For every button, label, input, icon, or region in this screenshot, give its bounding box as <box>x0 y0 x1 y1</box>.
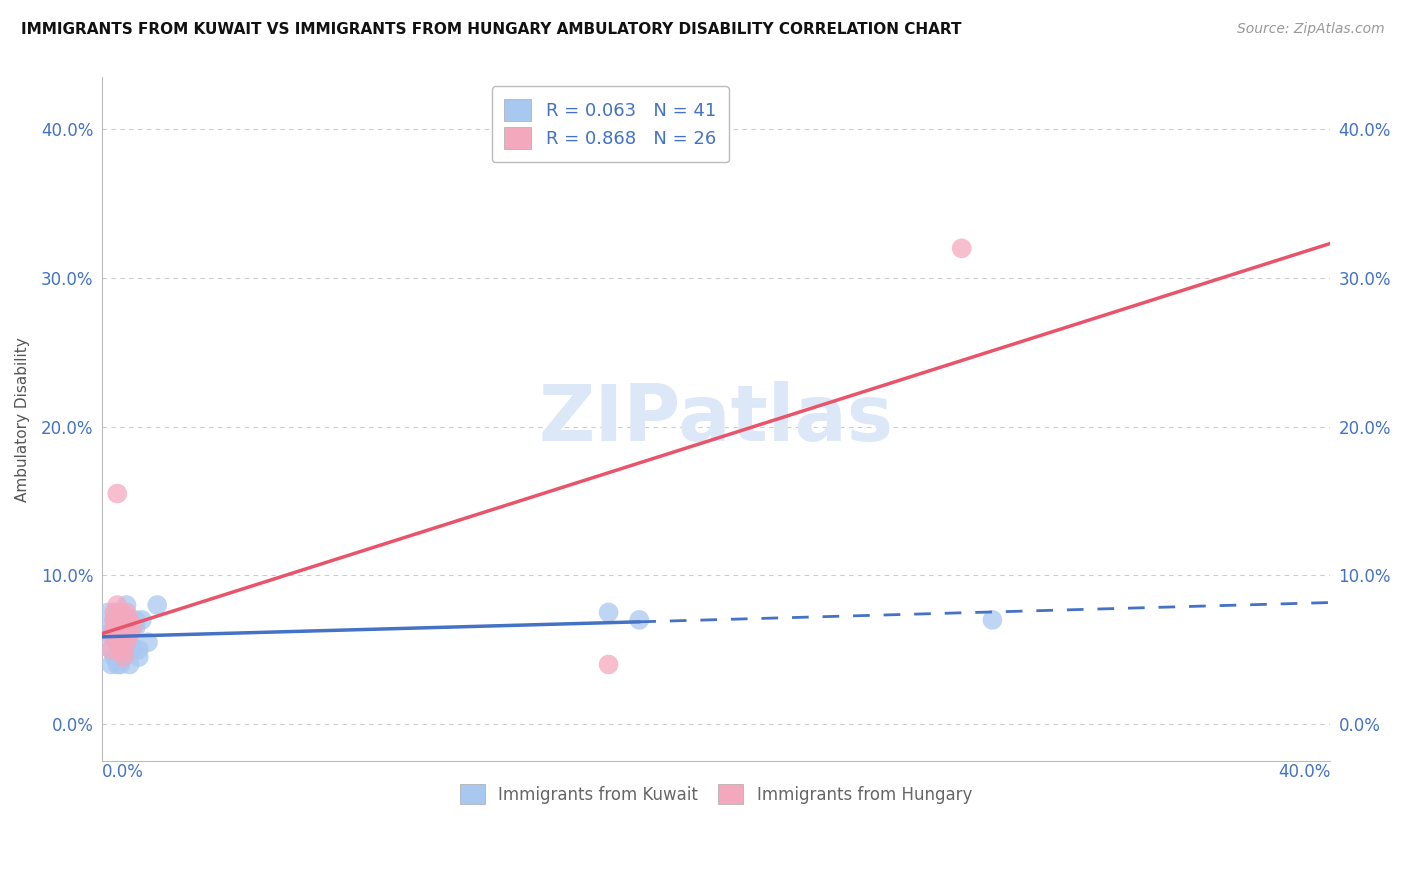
Point <box>105 635 128 649</box>
Point <box>950 241 973 255</box>
Point <box>125 613 148 627</box>
Point <box>105 598 128 612</box>
Point <box>628 613 651 627</box>
Point <box>105 486 128 500</box>
Point <box>981 613 1004 627</box>
Point <box>112 650 135 665</box>
Point <box>112 620 135 634</box>
Point <box>103 620 125 634</box>
Point <box>125 620 148 634</box>
Point <box>97 606 120 620</box>
Point <box>115 628 138 642</box>
Point <box>110 620 132 634</box>
Point <box>100 620 122 634</box>
Point <box>112 635 135 649</box>
Point <box>121 620 143 634</box>
Point <box>121 620 143 634</box>
Point <box>100 628 122 642</box>
Point <box>115 620 138 634</box>
Point <box>112 642 135 657</box>
Point <box>112 650 135 665</box>
Point <box>110 620 132 634</box>
Point <box>110 628 132 642</box>
Point <box>100 642 122 657</box>
Text: 0.0%: 0.0% <box>103 763 143 780</box>
Point <box>128 642 150 657</box>
Text: Source: ZipAtlas.com: Source: ZipAtlas.com <box>1237 22 1385 37</box>
Point <box>103 606 125 620</box>
Point <box>110 642 132 657</box>
Point <box>598 657 620 672</box>
Point <box>105 628 128 642</box>
Point <box>115 598 138 612</box>
Point <box>110 606 132 620</box>
Point <box>121 642 143 657</box>
Point <box>110 657 132 672</box>
Point <box>105 635 128 649</box>
Point <box>105 635 128 649</box>
Point <box>131 613 153 627</box>
Point <box>118 613 141 627</box>
Point <box>97 628 120 642</box>
Point <box>105 657 128 672</box>
Text: 40.0%: 40.0% <box>1278 763 1330 780</box>
Point <box>103 628 125 642</box>
Point <box>136 635 159 649</box>
Point <box>103 650 125 665</box>
Point <box>115 620 138 634</box>
Point <box>115 628 138 642</box>
Point <box>105 613 128 627</box>
Point <box>112 613 135 627</box>
Point <box>110 642 132 657</box>
Point <box>115 635 138 649</box>
Point <box>118 657 141 672</box>
Point <box>110 613 132 627</box>
Point <box>100 657 122 672</box>
Point <box>118 635 141 649</box>
Point <box>112 642 135 657</box>
Point <box>103 620 125 634</box>
Point <box>118 628 141 642</box>
Text: IMMIGRANTS FROM KUWAIT VS IMMIGRANTS FROM HUNGARY AMBULATORY DISABILITY CORRELAT: IMMIGRANTS FROM KUWAIT VS IMMIGRANTS FRO… <box>21 22 962 37</box>
Point <box>112 613 135 627</box>
Point <box>110 628 132 642</box>
Y-axis label: Ambulatory Disability: Ambulatory Disability <box>15 337 30 501</box>
Point <box>115 606 138 620</box>
Point <box>100 642 122 657</box>
Point <box>103 613 125 627</box>
Point <box>103 613 125 627</box>
Point <box>105 606 128 620</box>
Text: ZIPatlas: ZIPatlas <box>538 381 894 458</box>
Point <box>118 613 141 627</box>
Point <box>128 650 150 665</box>
Point <box>598 606 620 620</box>
Legend: Immigrants from Kuwait, Immigrants from Hungary: Immigrants from Kuwait, Immigrants from … <box>450 774 981 814</box>
Point <box>146 598 169 612</box>
